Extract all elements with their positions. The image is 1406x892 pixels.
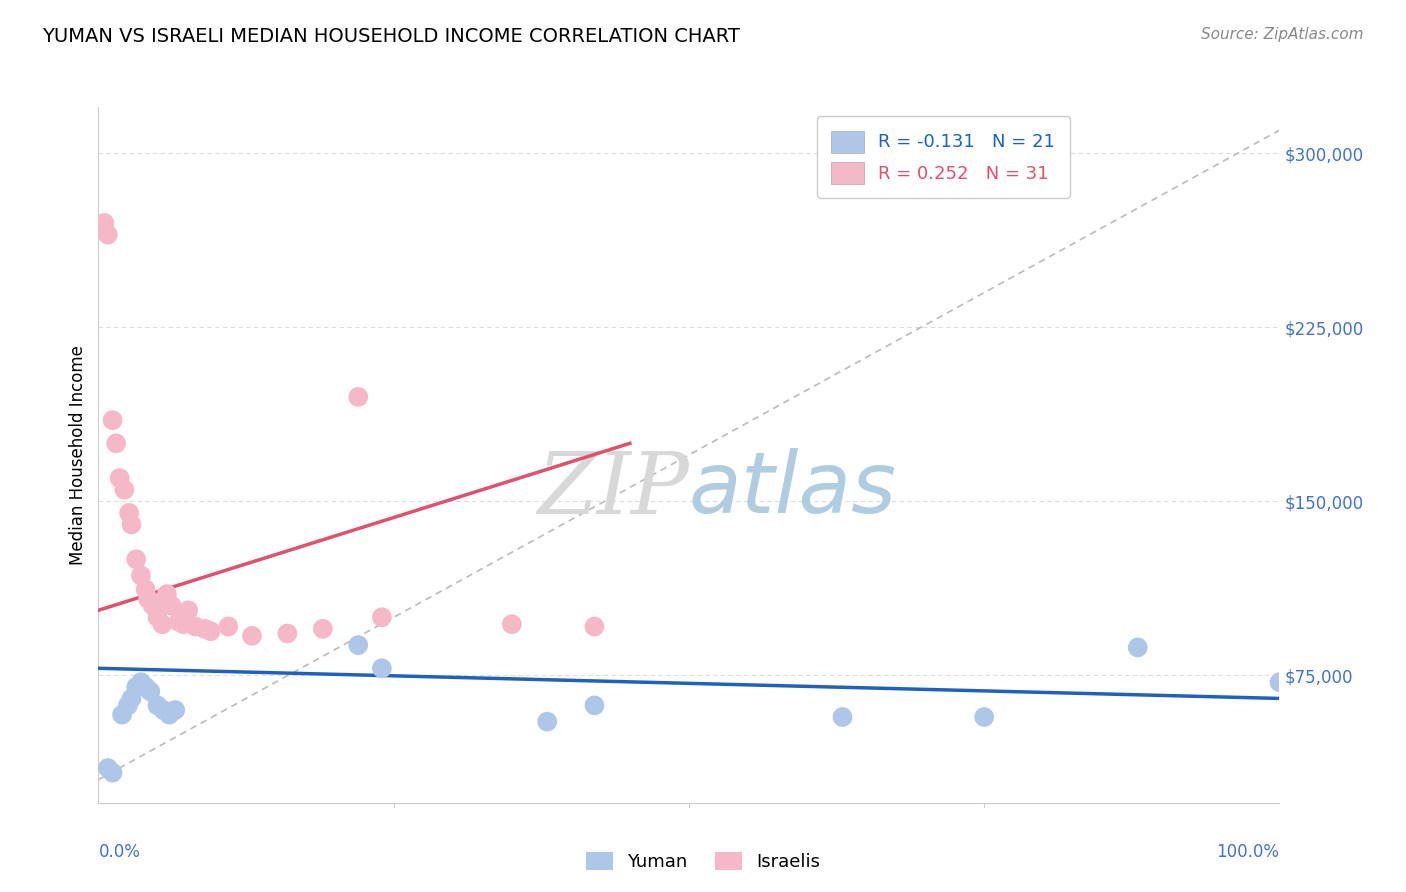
Point [139,684,162,698]
Point [184,619,207,633]
Point [117,698,139,713]
Text: atlas: atlas [689,448,897,532]
Point [276,626,298,640]
Point [101,765,124,780]
Point [1268,675,1291,690]
Point [152,703,174,717]
Point [347,390,370,404]
Point [129,675,152,690]
Point [125,680,148,694]
Point [97,761,120,775]
Point [157,707,180,722]
Point [135,582,157,597]
Point [200,624,222,639]
Point [101,413,124,427]
Point [583,698,606,713]
Point [347,638,370,652]
Point [194,622,217,636]
Text: Source: ZipAtlas.com: Source: ZipAtlas.com [1201,27,1364,42]
Point [121,517,143,532]
Point [108,471,131,485]
Point [97,227,120,242]
Point [312,622,335,636]
Text: 100.0%: 100.0% [1216,843,1279,861]
Point [371,661,394,675]
Point [93,216,115,230]
Point [217,619,239,633]
Point [165,703,187,717]
Point [167,615,190,629]
Point [125,552,148,566]
Point [240,629,263,643]
Y-axis label: Median Household Income: Median Household Income [69,345,87,565]
Text: ZIP: ZIP [537,449,689,531]
Text: YUMAN VS ISRAELI MEDIAN HOUSEHOLD INCOME CORRELATION CHART: YUMAN VS ISRAELI MEDIAN HOUSEHOLD INCOME… [42,27,740,45]
Point [1126,640,1149,655]
Point [112,483,135,497]
Legend: Yuman, Israelis: Yuman, Israelis [579,845,827,879]
Point [135,680,157,694]
Point [501,617,523,632]
Point [136,591,159,606]
Point [583,619,606,633]
Point [150,617,173,632]
Text: 0.0%: 0.0% [98,843,141,861]
Point [156,587,179,601]
Point [831,710,853,724]
Point [172,617,194,632]
Point [177,603,200,617]
Point [146,698,169,713]
Point [105,436,128,450]
Point [371,610,394,624]
Point [146,610,169,624]
Legend: R = -0.131   N = 21, R = 0.252   N = 31: R = -0.131 N = 21, R = 0.252 N = 31 [817,116,1070,198]
Point [129,568,152,582]
Point [121,691,143,706]
Point [111,707,134,722]
Point [160,599,183,613]
Point [973,710,995,724]
Point [536,714,558,729]
Point [118,506,141,520]
Point [142,599,165,613]
